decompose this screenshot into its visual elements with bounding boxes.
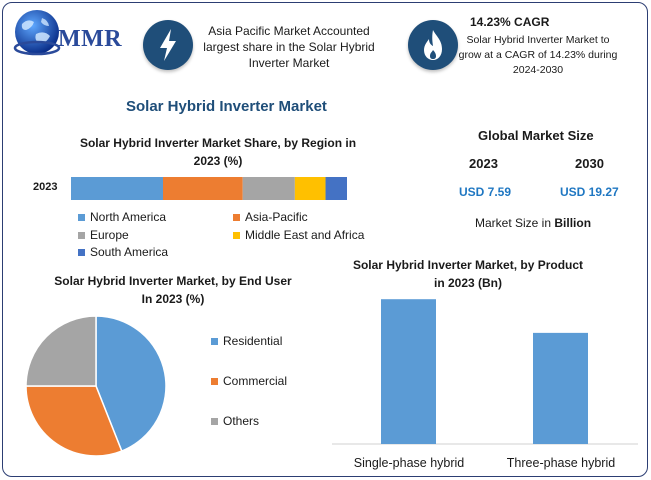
global-size-note: Market Size in Billion [475,216,591,230]
legend-swatch [233,231,240,239]
end-user-chart-title: Solar Hybrid Inverter Market, by End Use… [54,274,292,306]
global-size-value-2030: USD 19.27 [560,185,619,199]
legend-label: Others [223,414,260,428]
region-segment-south-america [325,177,347,200]
region-segment-europe [242,177,295,200]
region-chart-title: Solar Hybrid Inverter Market Share, by R… [79,136,357,168]
end-user-legend-others: Others [211,414,259,428]
legend-label: Asia-Pacific [245,210,308,224]
legend-swatch [211,337,218,345]
end-user-legend-commercial: Commercial [211,374,287,388]
globe-logo-icon [12,8,62,58]
pie-slice-residential [95,315,167,453]
product-chart-title: Solar Hybrid Inverter Market, by Product… [352,258,584,290]
product-category-label: Single-phase hybrid [353,456,465,470]
end-user-legend-residential: Residential [211,334,282,348]
legend-swatch [211,417,218,425]
product-bar-three-phase-hybrid [533,332,588,444]
global-size-year-2023: 2023 [469,156,498,171]
legend-label: Middle East and Africa [245,228,365,242]
product-category-label: Three-phase hybrid [506,456,616,470]
region-legend-asia-pacific: Asia-Pacific [233,210,308,224]
legend-label: Commercial [223,374,288,388]
lightning-icon [143,20,193,70]
legend-swatch [211,377,218,385]
global-size-year-2030: 2030 [575,156,604,171]
region-year-label: 2023 [33,181,58,193]
region-legend-middle-east-and-africa: Middle East and Africa [233,228,364,242]
cagr-title: 14.23% CAGR [470,15,550,29]
region-legend-south-america: South America [78,245,168,259]
legend-label: North America [90,210,167,224]
region-segment-north-america [71,177,163,200]
global-size-note-unit: Billion [554,216,592,230]
region-segment-middle-east-and-africa [294,177,326,200]
legend-swatch [78,248,85,256]
global-size-value-2023: USD 7.59 [459,185,512,199]
legend-swatch [233,213,240,221]
product-bar-single-phase-hybrid [381,299,436,444]
pie-slice-commercial [25,385,123,457]
main-title: Solar Hybrid Inverter Market [126,98,327,115]
legend-swatch [78,213,85,221]
cagr-text: Solar Hybrid Inverter Market to grow at … [458,34,618,76]
region-legend-north-america: North America [78,210,166,224]
logo-text: MMR [58,26,123,52]
global-size-note-prefix: Market Size in [475,216,555,230]
legend-swatch [78,231,85,239]
pie-slice-others [25,315,97,387]
region-legend-europe: Europe [78,228,129,242]
legend-label: Europe [90,228,129,242]
flame-icon [408,20,458,70]
legend-label: Residential [223,334,283,348]
global-size-title: Global Market Size [478,128,594,143]
region-segment-asia-pacific [163,177,243,200]
fact-asia-pacific: Asia Pacific Market Accounted largest sh… [203,24,375,70]
legend-label: South America [90,245,169,259]
